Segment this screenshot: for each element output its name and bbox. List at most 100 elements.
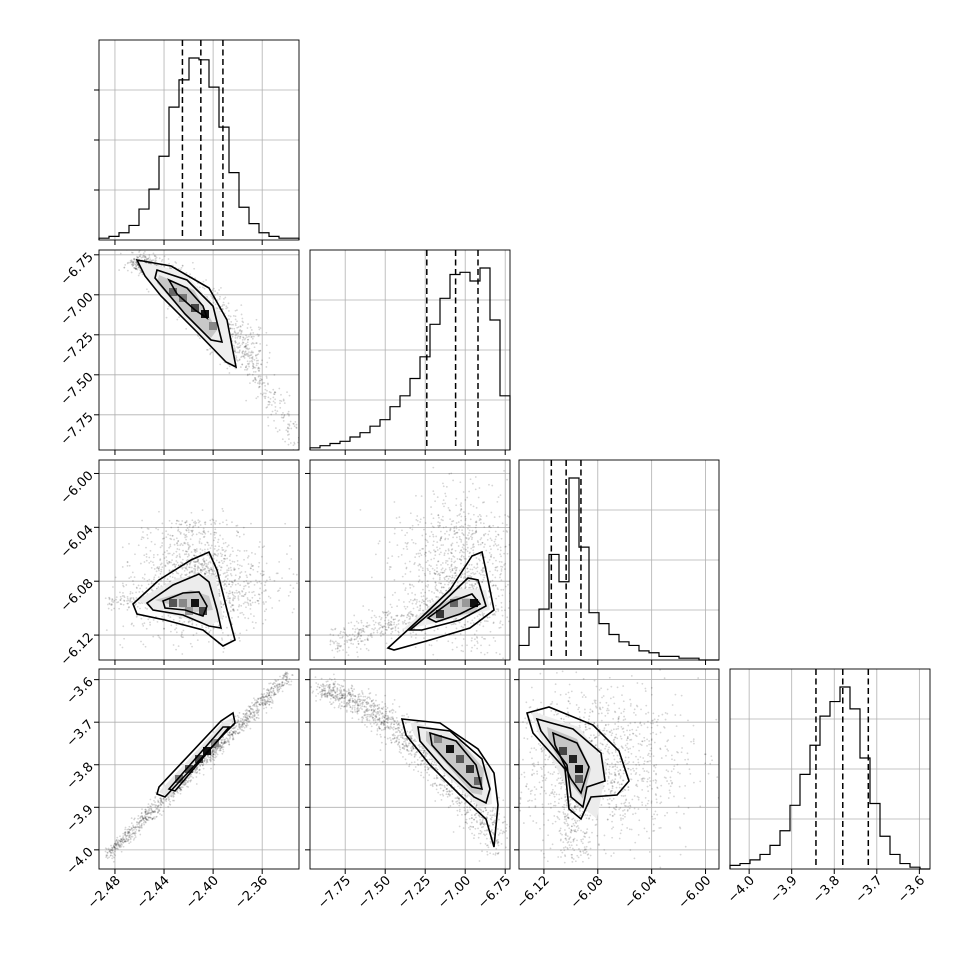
scatter-point [182, 629, 185, 632]
scatter-point [274, 401, 276, 404]
scatter-point [412, 607, 415, 610]
scatter-point [484, 664, 486, 666]
scatter-point [149, 813, 152, 816]
scatter-point [212, 573, 214, 575]
scatter-point [354, 628, 357, 631]
scatter-point [434, 587, 437, 590]
scatter-point [264, 388, 267, 391]
scatter-point [450, 576, 453, 579]
scatter-point [357, 640, 359, 643]
scatter-point [333, 641, 335, 644]
scatter-point [158, 510, 160, 513]
scatter-point [216, 549, 218, 552]
scatter-point [447, 552, 449, 555]
scatter-point [417, 552, 420, 555]
scatter-point [301, 444, 303, 446]
scatter-point [216, 577, 218, 580]
scatter-point [467, 534, 469, 537]
scatter-point [155, 256, 158, 259]
scatter-point [245, 334, 247, 337]
scatter-point [435, 564, 438, 566]
scatter-point [153, 578, 155, 581]
scatter-point [267, 396, 270, 399]
scatter-point [163, 557, 166, 559]
scatter-point [298, 454, 300, 456]
scatter-point [346, 641, 349, 644]
scatter-point [170, 624, 173, 627]
scatter-point [450, 565, 453, 568]
scatter-point [250, 613, 252, 615]
scatter-point [441, 567, 444, 570]
scatter-point [412, 599, 415, 602]
scatter-point [239, 564, 241, 567]
scatter-point [408, 611, 411, 614]
scatter-point [169, 534, 172, 537]
scatter-point [227, 310, 230, 312]
scatter-point [203, 559, 205, 562]
scatter-point [420, 592, 423, 594]
scatter-point [290, 558, 293, 560]
scatter-point [503, 552, 506, 555]
scatter-point [213, 294, 216, 296]
scatter-point [507, 516, 510, 518]
scatter-point [278, 561, 281, 563]
scatter-point [199, 563, 202, 566]
scatter-point [264, 588, 267, 591]
scatter-point [501, 522, 504, 525]
scatter-point [237, 605, 240, 608]
scatter-point [126, 608, 129, 611]
scatter-point [272, 400, 275, 403]
scatter-point [393, 527, 396, 530]
scatter-point [347, 646, 350, 649]
scatter-point [462, 638, 465, 640]
scatter-point [234, 340, 236, 343]
scatter-point [239, 572, 242, 574]
scatter-point [244, 344, 247, 347]
scatter-point [216, 292, 219, 294]
scatter-point [221, 553, 224, 556]
scatter-point [467, 512, 470, 515]
scatter-point [355, 638, 358, 640]
scatter-point [313, 456, 315, 458]
scatter-point [232, 581, 234, 584]
scatter-point [391, 555, 394, 558]
scatter-point [477, 543, 480, 546]
scatter-point [307, 438, 309, 440]
scatter-point [454, 549, 457, 552]
scatter-point [236, 592, 238, 594]
scatter-point [234, 341, 237, 344]
scatter-point [305, 459, 307, 461]
scatter-point [234, 350, 236, 353]
scatter-point [292, 573, 295, 576]
scatter-point [154, 260, 157, 263]
scatter-point [227, 597, 230, 600]
scatter-point [455, 536, 458, 539]
scatter-point [232, 597, 235, 599]
scatter-point [421, 569, 424, 572]
scatter-point [471, 533, 474, 535]
scatter-point [494, 614, 497, 616]
scatter-point [244, 584, 247, 587]
scatter-point [440, 551, 442, 554]
scatter-point [399, 521, 402, 524]
scatter-point [132, 624, 135, 627]
scatter-point [261, 359, 263, 362]
scatter-point [300, 420, 302, 422]
scatter-point [464, 519, 467, 522]
scatter-point [175, 627, 178, 630]
scatter-point [453, 527, 456, 530]
scatter-point [487, 533, 490, 536]
scatter-point [438, 522, 441, 524]
scatter-point [269, 397, 272, 400]
scatter-point [167, 552, 170, 555]
scatter-point [245, 347, 248, 350]
scatter-point [217, 538, 220, 541]
scatter-point [223, 560, 226, 563]
scatter-point [421, 581, 424, 584]
scatter-point [174, 566, 177, 569]
scatter-point [177, 267, 180, 270]
scatter-point [473, 566, 476, 569]
scatter-point [239, 592, 241, 595]
scatter-point [186, 541, 189, 544]
scatter-point [436, 628, 439, 630]
